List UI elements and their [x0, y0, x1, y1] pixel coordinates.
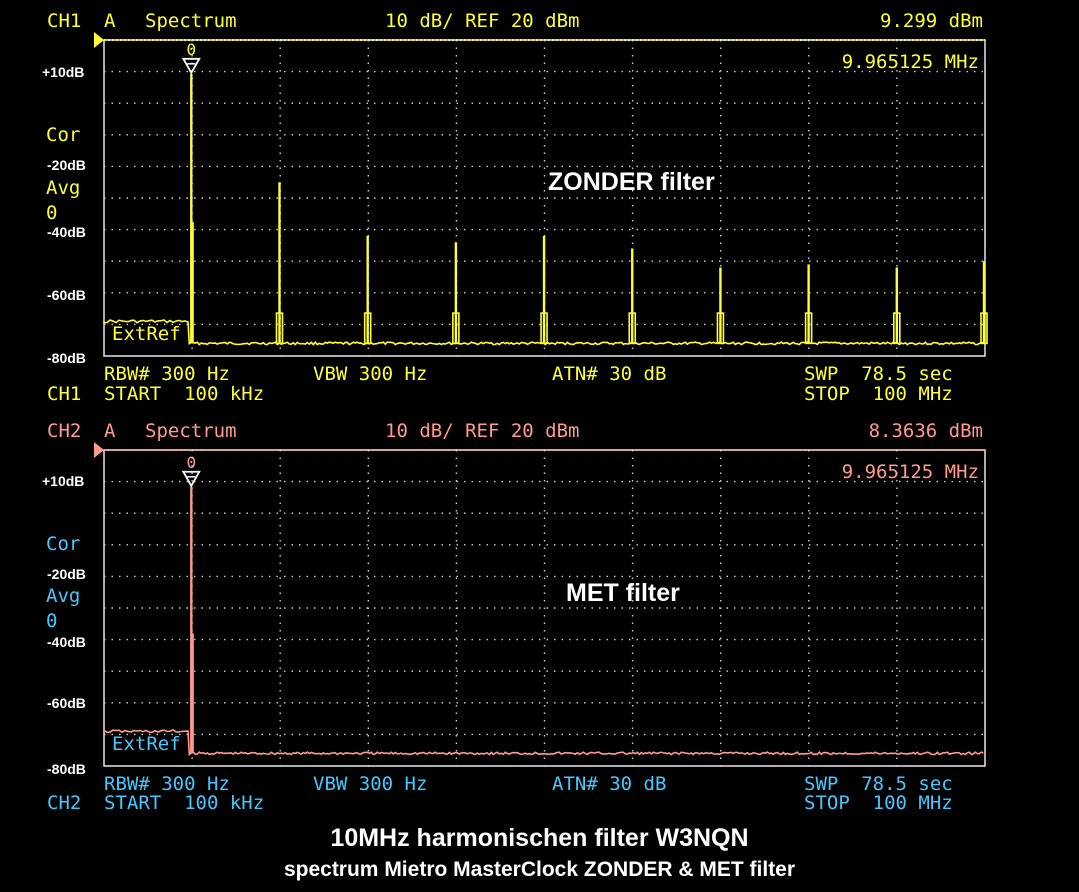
header-level: 8.3636 dBm	[868, 420, 983, 442]
spectrum-peak-skirt	[980, 312, 988, 345]
spectrum-peak-skirt	[452, 312, 460, 345]
header-level: 9.299 dBm	[880, 10, 983, 32]
side-extref: ExtRef	[112, 323, 181, 345]
ref-level-arrow-icon	[94, 32, 104, 48]
spectrum-peak-skirt	[275, 312, 284, 345]
side-extref: ExtRef	[112, 733, 181, 755]
header-label: Spectrum	[145, 420, 237, 442]
side-cor: Cor	[46, 533, 81, 555]
noise-floor-trace	[103, 728, 984, 757]
header-scale: 10 dB/ REF 20 dBm	[385, 420, 580, 442]
footer-rbw: RBW# 300 Hz	[104, 363, 230, 385]
side-avg-count: 0	[46, 202, 58, 224]
header-mode: A	[104, 10, 116, 32]
footer-rbw: RBW# 300 Hz	[104, 773, 230, 795]
ref-level-arrow-icon	[94, 442, 104, 458]
footer-swp: SWP 78.5 sec	[804, 773, 953, 795]
y-label: -60dB	[47, 695, 86, 711]
caption-title: 10MHz harmonischen filter W3NQN	[330, 824, 749, 852]
footer-swp: SWP 78.5 sec	[804, 363, 953, 385]
footer-start: START 100 kHz	[104, 383, 265, 405]
annotation: MET filter	[566, 579, 680, 607]
y-label: -40dB	[47, 634, 86, 650]
footer-channel: CH2	[47, 792, 82, 814]
y-label: -20dB	[47, 566, 86, 582]
header-scale: 10 dB/ REF 20 dBm	[385, 10, 580, 32]
y-label: -80dB	[47, 761, 86, 777]
y-label: -60dB	[47, 287, 86, 303]
y-label: -20dB	[47, 157, 86, 173]
footer-atn: ATN# 30 dB	[552, 363, 667, 385]
side-avg-count: 0	[46, 610, 58, 632]
y-label: -40dB	[47, 224, 86, 240]
marker-label: 0	[186, 40, 196, 59]
spectrum-peak-skirt	[540, 312, 548, 345]
caption-subtitle: spectrum Mietro MasterClock ZONDER & MET…	[283, 858, 796, 881]
y-label: +10dB	[42, 64, 85, 80]
spectrum-peak-skirt	[363, 312, 372, 345]
noise-floor-trace	[103, 319, 984, 346]
y-label: -80dB	[47, 350, 86, 366]
spectrum-peak-skirt	[804, 312, 813, 345]
header-mode: A	[104, 420, 116, 442]
side-avg: Avg	[46, 177, 81, 199]
side-cor: Cor	[46, 124, 81, 146]
header-channel: CH1	[47, 10, 82, 32]
header-channel: CH2	[47, 420, 82, 442]
y-label: +10dB	[42, 473, 85, 489]
marker-triangle-icon	[181, 57, 201, 75]
footer-channel: CH1	[47, 383, 82, 405]
spectrum-peak-skirt	[893, 312, 901, 345]
footer-start: START 100 kHz	[104, 792, 265, 814]
marker-frequency: 9.965125 MHz	[841, 461, 979, 483]
marker-frequency: 9.965125 MHz	[841, 51, 979, 73]
marker-label: 0	[186, 453, 196, 472]
header-label: Spectrum	[145, 10, 237, 32]
annotation: ZONDER filter	[548, 168, 715, 196]
spectrum-peak-skirt	[628, 312, 637, 345]
footer-stop: STOP 100 MHz	[804, 792, 953, 814]
spectrum-peak-skirt	[716, 312, 725, 345]
footer-vbw: VBW 300 Hz	[313, 363, 428, 385]
marker-triangle-icon	[181, 470, 201, 488]
footer-vbw: VBW 300 Hz	[313, 773, 428, 795]
footer-stop: STOP 100 MHz	[804, 383, 953, 405]
side-avg: Avg	[46, 585, 81, 607]
footer-atn: ATN# 30 dB	[552, 773, 667, 795]
